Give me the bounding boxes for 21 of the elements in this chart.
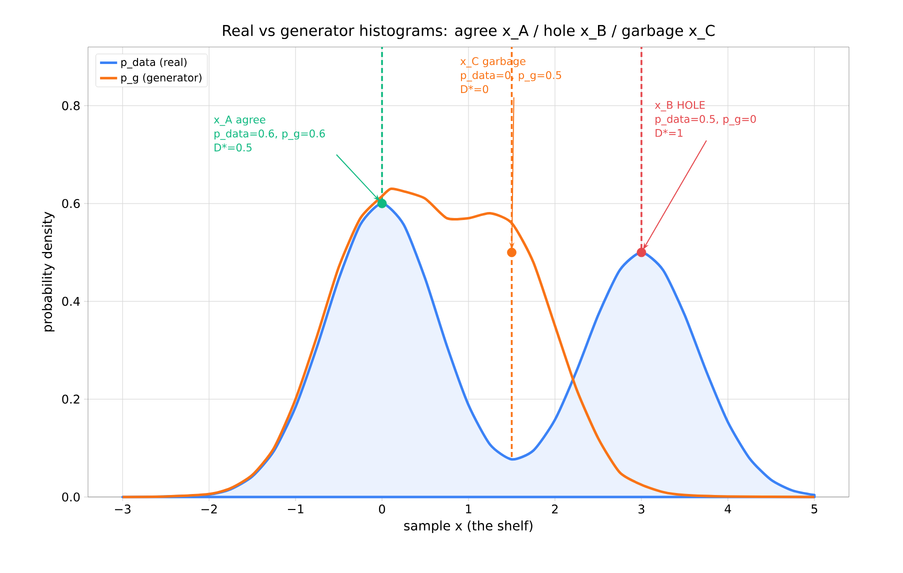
y-tick-label: 0.6 [62, 198, 80, 208]
annotation: x_B HOLE p_data=0.5, p_g=0 D*=1 [654, 101, 756, 137]
x-tick-label: 0 [378, 504, 386, 514]
annotation: x_A agree p_data=0.6, p_g=0.6 D*=0.5 [214, 116, 325, 152]
chart-title: Real vs generator histograms: agree x_A / hole x_B / garbage x_C [223, 24, 715, 40]
x-tick-label: −1 [288, 504, 304, 514]
legend-label: p_data (real) [121, 58, 186, 68]
x-tick-label: −2 [202, 504, 217, 514]
x-tick-label: 1 [466, 504, 472, 514]
x-tick-label: −3 [115, 504, 130, 514]
x-tick-label: 3 [638, 504, 644, 514]
y-axis-title: probability density [42, 212, 55, 332]
y-tick-label: 0.8 [62, 101, 80, 110]
y-tick-label: 0.2 [62, 394, 80, 404]
x-tick-label: 4 [724, 504, 732, 514]
x-tick-label: 2 [552, 504, 558, 514]
y-tick-label: 0.4 [62, 296, 80, 306]
x-axis-title: sample x (the shelf) [404, 520, 532, 534]
legend-label: p_g (generator) [121, 73, 202, 84]
y-tick-label: 0.0 [62, 492, 80, 502]
x-tick-label: 5 [812, 504, 818, 514]
